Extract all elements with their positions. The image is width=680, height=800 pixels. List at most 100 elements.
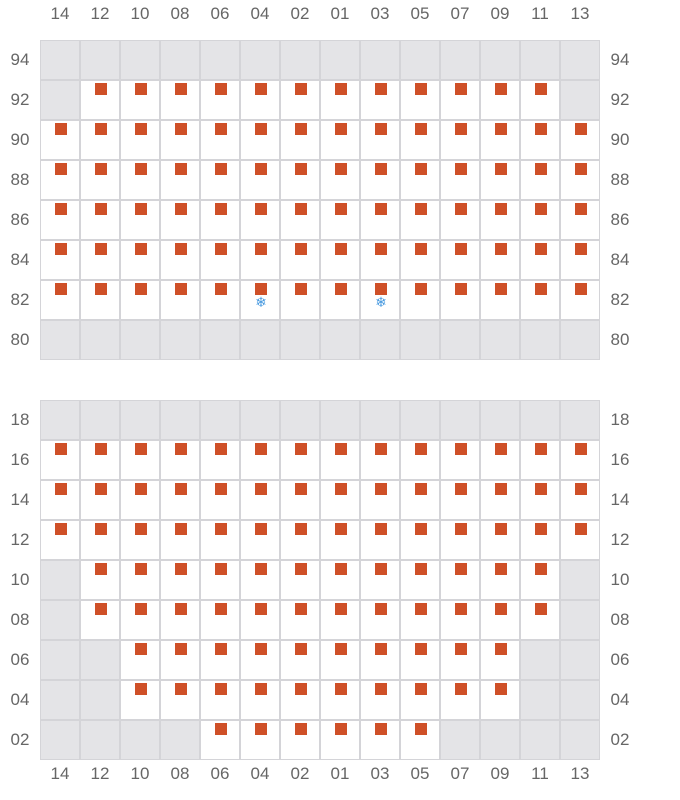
seat-cell[interactable]	[40, 480, 80, 520]
seat-marker[interactable]	[255, 283, 267, 295]
seat-cell[interactable]	[160, 680, 200, 720]
seat-marker[interactable]	[175, 643, 187, 655]
seat-marker[interactable]	[455, 523, 467, 535]
seat-cell[interactable]	[40, 240, 80, 280]
seat-cell[interactable]	[200, 440, 240, 480]
seat-cell[interactable]	[200, 680, 240, 720]
seat-cell[interactable]	[320, 120, 360, 160]
seat-marker[interactable]	[175, 523, 187, 535]
seat-cell[interactable]	[40, 440, 80, 480]
seat-cell[interactable]	[280, 80, 320, 120]
seat-marker[interactable]	[215, 483, 227, 495]
seat-marker[interactable]	[55, 483, 67, 495]
seat-cell[interactable]	[440, 680, 480, 720]
seat-cell[interactable]	[360, 640, 400, 680]
seat-marker[interactable]	[415, 83, 427, 95]
seat-marker[interactable]	[55, 523, 67, 535]
seat-marker[interactable]	[215, 83, 227, 95]
seat-marker[interactable]	[415, 523, 427, 535]
seat-cell[interactable]	[480, 480, 520, 520]
seat-marker[interactable]	[375, 563, 387, 575]
seat-marker[interactable]	[295, 123, 307, 135]
seat-cell[interactable]	[200, 520, 240, 560]
seat-marker[interactable]	[295, 523, 307, 535]
seat-marker[interactable]	[455, 243, 467, 255]
seat-marker[interactable]	[255, 203, 267, 215]
seat-cell[interactable]	[200, 80, 240, 120]
seat-cell[interactable]	[360, 200, 400, 240]
seat-marker[interactable]	[215, 563, 227, 575]
seat-marker[interactable]	[415, 643, 427, 655]
seat-marker[interactable]	[415, 283, 427, 295]
seat-marker[interactable]	[535, 123, 547, 135]
seat-cell[interactable]	[200, 200, 240, 240]
seat-marker[interactable]	[375, 603, 387, 615]
seat-cell[interactable]	[320, 200, 360, 240]
seat-marker[interactable]	[455, 643, 467, 655]
seat-cell[interactable]	[520, 200, 560, 240]
seat-cell[interactable]	[440, 160, 480, 200]
seat-marker[interactable]	[295, 483, 307, 495]
seat-marker[interactable]	[55, 243, 67, 255]
seat-cell[interactable]	[280, 160, 320, 200]
seat-cell[interactable]	[400, 440, 440, 480]
seat-marker[interactable]	[495, 523, 507, 535]
seat-marker[interactable]	[95, 603, 107, 615]
seat-marker[interactable]	[95, 523, 107, 535]
seat-cell[interactable]	[520, 120, 560, 160]
seat-cell[interactable]	[80, 120, 120, 160]
seat-marker[interactable]	[135, 123, 147, 135]
seat-marker[interactable]	[375, 683, 387, 695]
seat-marker[interactable]	[95, 243, 107, 255]
seat-cell[interactable]	[480, 600, 520, 640]
seat-cell[interactable]	[40, 280, 80, 320]
seat-marker[interactable]	[135, 243, 147, 255]
seat-cell[interactable]	[80, 160, 120, 200]
seat-marker[interactable]	[335, 523, 347, 535]
seat-cell[interactable]	[120, 560, 160, 600]
seat-marker[interactable]	[135, 203, 147, 215]
seat-marker[interactable]	[455, 163, 467, 175]
seat-marker[interactable]	[335, 723, 347, 735]
seat-marker[interactable]	[575, 483, 587, 495]
seat-marker[interactable]	[295, 83, 307, 95]
seat-cell[interactable]	[40, 200, 80, 240]
seat-cell[interactable]	[200, 280, 240, 320]
seat-marker[interactable]	[295, 283, 307, 295]
seat-cell[interactable]	[120, 680, 160, 720]
seat-marker[interactable]	[455, 83, 467, 95]
seat-cell[interactable]	[200, 240, 240, 280]
seat-marker[interactable]	[415, 483, 427, 495]
seat-cell[interactable]	[440, 200, 480, 240]
seat-cell[interactable]	[440, 280, 480, 320]
seat-cell[interactable]	[560, 440, 600, 480]
seat-marker[interactable]	[535, 523, 547, 535]
seat-marker[interactable]	[335, 643, 347, 655]
seat-cell[interactable]	[120, 120, 160, 160]
seat-marker[interactable]	[215, 123, 227, 135]
seat-cell[interactable]	[320, 480, 360, 520]
seat-marker[interactable]	[295, 603, 307, 615]
seat-marker[interactable]	[215, 243, 227, 255]
seat-cell[interactable]	[320, 160, 360, 200]
seat-cell[interactable]	[280, 200, 320, 240]
seat-cell[interactable]	[400, 80, 440, 120]
seat-cell[interactable]	[80, 480, 120, 520]
seat-cell[interactable]	[160, 600, 200, 640]
seat-cell[interactable]	[440, 600, 480, 640]
seat-cell[interactable]	[400, 160, 440, 200]
seat-cell[interactable]	[160, 160, 200, 200]
seat-cell[interactable]	[80, 280, 120, 320]
seat-cell[interactable]	[480, 680, 520, 720]
seat-cell[interactable]	[240, 640, 280, 680]
seat-marker[interactable]	[255, 163, 267, 175]
seat-cell[interactable]	[120, 520, 160, 560]
seat-cell[interactable]	[240, 520, 280, 560]
seat-cell[interactable]	[240, 600, 280, 640]
seat-cell[interactable]	[360, 720, 400, 760]
seat-marker[interactable]	[375, 203, 387, 215]
seat-marker[interactable]	[215, 203, 227, 215]
seat-marker[interactable]	[255, 683, 267, 695]
seat-marker[interactable]	[495, 643, 507, 655]
seat-cell[interactable]: ❄	[360, 280, 400, 320]
